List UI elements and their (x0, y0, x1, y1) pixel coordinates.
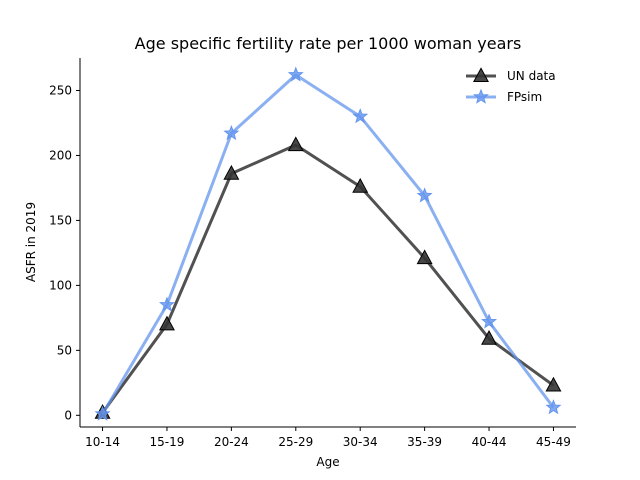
y-tick-label: 200 (49, 148, 72, 162)
chart-title: Age specific fertility rate per 1000 wom… (135, 34, 522, 53)
legend-item: UN data (466, 67, 556, 83)
legend-label: UN data (507, 69, 556, 83)
data-point-star (223, 124, 240, 141)
data-point-star (352, 108, 369, 124)
data-point-triangle (481, 329, 498, 345)
x-tick-label: 20-24 (214, 435, 249, 449)
series-un-data (94, 136, 562, 419)
data-point-star (545, 399, 562, 415)
x-tick-label: 45-49 (536, 435, 571, 449)
x-tick-label: 10-14 (85, 435, 120, 449)
y-tick-label: 0 (64, 408, 72, 422)
y-tick-label: 50 (57, 343, 72, 357)
y-tick-label: 100 (49, 278, 72, 292)
x-tick-label: 40-44 (472, 435, 507, 449)
y-tick-label: 250 (49, 83, 72, 97)
data-point-triangle (158, 315, 175, 331)
x-tick-label: 25-29 (278, 435, 313, 449)
x-tick-label: 30-34 (343, 435, 378, 449)
x-axis-ticks: 10-14 15-19 20-24 25-29 30-34 35-39 40-44 45-49 (85, 427, 571, 449)
data-point-star (94, 405, 111, 421)
legend-triangle-marker (473, 67, 489, 83)
series-line (101, 143, 555, 414)
data-point-triangle (287, 136, 304, 152)
legend-label: FPsim (507, 90, 542, 104)
series-line (101, 73, 555, 415)
data-point-star (416, 187, 433, 203)
series-layer (94, 66, 562, 421)
data-point-star (481, 313, 498, 329)
data-point-star (158, 296, 175, 312)
data-point-triangle (352, 177, 369, 193)
data-point-triangle (545, 376, 562, 392)
data-point-triangle (416, 249, 433, 265)
legend-star-marker (473, 88, 489, 104)
series-fpsim (94, 66, 562, 421)
x-axis-label: Age (316, 455, 339, 469)
y-tick-label: 150 (49, 213, 72, 227)
x-tick-label: 35-39 (407, 435, 442, 449)
legend: UN data FPsim (466, 67, 556, 104)
y-axis-ticks: 0 50 100 150 200 250 (49, 83, 80, 422)
data-point-triangle (223, 164, 240, 180)
plot-area (79, 58, 576, 428)
x-tick-label: 15-19 (150, 435, 185, 449)
data-point-star (287, 66, 304, 82)
legend-item: FPsim (466, 88, 542, 104)
y-axis-label: ASFR in 2019 (24, 202, 38, 282)
